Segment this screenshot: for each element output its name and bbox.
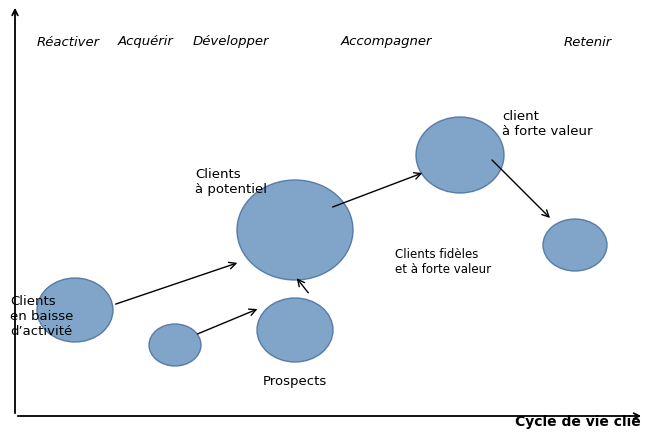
- Text: Cycle de vie clie: Cycle de vie clie: [515, 415, 641, 429]
- Text: client
à forte valeur: client à forte valeur: [502, 110, 593, 138]
- Text: Retenir: Retenir: [563, 36, 611, 49]
- Ellipse shape: [37, 278, 113, 342]
- Text: Clients
à potentiel: Clients à potentiel: [195, 168, 267, 196]
- Text: Accompagner: Accompagner: [341, 36, 432, 49]
- Text: Clients
en baisse
d’activité: Clients en baisse d’activité: [10, 295, 73, 338]
- Text: Acquérir: Acquérir: [118, 36, 174, 49]
- Text: Clients fidèles
et à forte valeur: Clients fidèles et à forte valeur: [395, 248, 491, 276]
- Ellipse shape: [543, 219, 607, 271]
- Ellipse shape: [237, 180, 353, 280]
- Text: Réactiver: Réactiver: [36, 36, 100, 49]
- Ellipse shape: [257, 298, 333, 362]
- Ellipse shape: [149, 324, 201, 366]
- Text: Développer: Développer: [192, 36, 269, 49]
- Ellipse shape: [416, 117, 504, 193]
- Text: Prospects: Prospects: [263, 375, 327, 388]
